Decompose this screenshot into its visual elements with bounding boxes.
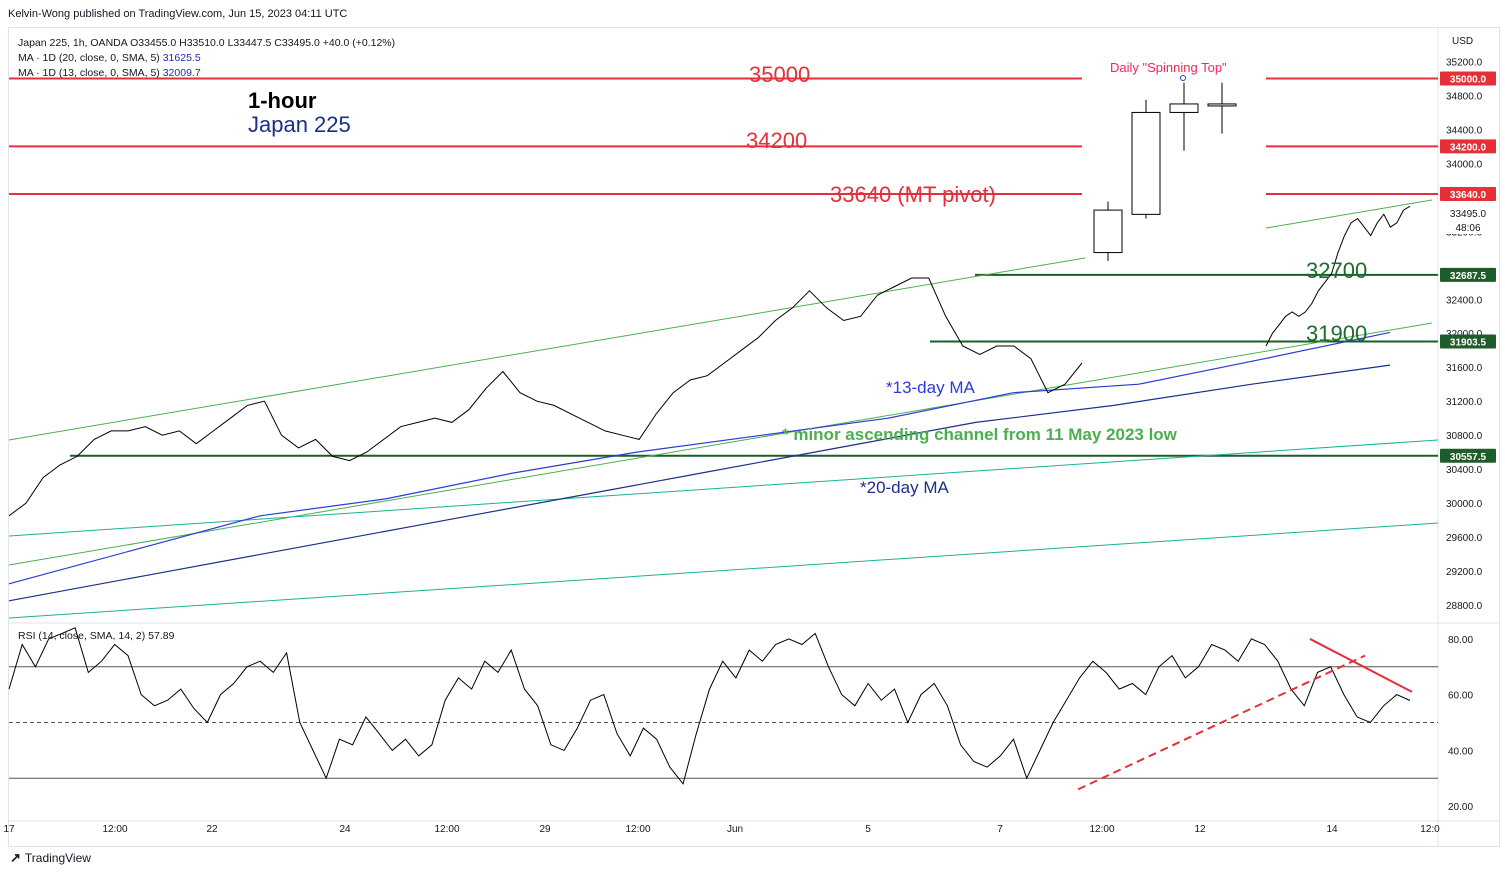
ma13-line — [8, 331, 1391, 585]
long-ma-line — [8, 439, 1439, 537]
level-35000-label: 35000 — [749, 62, 811, 87]
level-34200-label: 34200 — [746, 128, 808, 153]
time-tick-label: 14 — [1326, 824, 1338, 835]
daily-candle-body — [1169, 103, 1199, 113]
symbol-legend[interactable]: Japan 225, 1h, OANDA O33455.0 H33510.0 L… — [18, 36, 395, 50]
rsi-tick-label: 20.00 — [1448, 802, 1473, 813]
rsi-legend-value: 57.89 — [148, 630, 175, 642]
time-tick-label: 12:00 — [102, 824, 127, 835]
price-tick-label: 30800.0 — [1446, 431, 1483, 442]
channel-upper-line — [1265, 199, 1433, 229]
time-tick-label: 7 — [997, 824, 1003, 835]
rsi-tick-label: 80.00 — [1448, 635, 1473, 646]
price-tag-box — [1440, 186, 1496, 201]
ma20-legend-label: MA · 1D (20, close, 0, SMA, 5) — [18, 52, 160, 64]
spinning-top-marker — [1180, 75, 1186, 81]
price-tag-box — [1440, 334, 1496, 349]
price-tick-label: 32400.0 — [1446, 295, 1483, 306]
ma20-legend-value: 31625.5 — [162, 52, 201, 64]
rsi-line — [8, 627, 1411, 785]
timeframe-label: 1-hour — [248, 88, 317, 113]
rsi-legend[interactable]: RSI (14, close, SMA, 14, 2) 57.89 — [18, 629, 174, 643]
time-tick-label: 5 — [865, 824, 871, 835]
currency-label: USD — [1452, 36, 1473, 47]
long-ma-line — [8, 522, 1439, 619]
price-tag-box — [1440, 267, 1496, 282]
rsi-tick-label: 60.00 — [1448, 691, 1473, 702]
price-tag-box — [1440, 448, 1496, 463]
ma13-note: *13-day MA — [886, 378, 975, 397]
channel-note: * minor ascending channel from 11 May 20… — [782, 425, 1177, 444]
tradingview-footer[interactable]: ↗ TradingView — [10, 850, 91, 866]
ma20-note: *20-day MA — [860, 478, 949, 497]
channel-lower-line — [8, 322, 1433, 566]
price-tick-label: 34000.0 — [1446, 159, 1483, 170]
ma13-legend[interactable]: MA · 1D (13, close, 0, SMA, 5) 32009.7 — [18, 66, 201, 80]
ma20-legend[interactable]: MA · 1D (20, close, 0, SMA, 5) 31625.5 — [18, 51, 201, 65]
price-tag-box — [1440, 206, 1496, 220]
spinning-top-label: Daily "Spinning Top" — [1110, 60, 1227, 75]
time-tick-label: 22 — [206, 824, 218, 835]
time-tick-label: 12:0 — [1420, 824, 1440, 835]
instrument-label: Japan 225 — [248, 112, 351, 137]
price-tag-label: 31903.5 — [1450, 337, 1487, 348]
price-tick-label: 30400.0 — [1446, 465, 1483, 476]
rsi-resistance-trendline — [1309, 638, 1413, 693]
time-tick-label: 12 — [1194, 824, 1206, 835]
publisher-credit: Kelvin-Wong published on TradingView.com… — [8, 8, 348, 20]
level-32700-label: 32700 — [1306, 258, 1368, 283]
daily-candle-body — [1207, 103, 1237, 107]
price-tick-label: 29600.0 — [1446, 533, 1483, 544]
time-tick-label: 17 — [3, 824, 15, 835]
time-tick-label: 12:00 — [1089, 824, 1114, 835]
price-tag-label: 35000.0 — [1450, 74, 1487, 85]
price-tick-label: 29200.0 — [1446, 567, 1483, 578]
ma13-legend-value: 32009.7 — [162, 67, 201, 79]
rsi-legend-label: RSI (14, close, SMA, 14, 2) — [18, 630, 146, 642]
price-tag-label: 48:06 — [1455, 223, 1480, 234]
price-line — [8, 277, 1083, 517]
time-tick-label: 12:00 — [625, 824, 650, 835]
price-tick-label: 31200.0 — [1446, 397, 1483, 408]
price-tick-label: 34400.0 — [1446, 125, 1483, 136]
price-tag-label: 30557.5 — [1450, 452, 1487, 463]
ma20-line — [8, 364, 1391, 602]
price-tag-box — [1440, 71, 1496, 86]
price-tick-label: 30000.0 — [1446, 499, 1483, 510]
time-tick-label: Jun — [727, 824, 743, 835]
symbol-line: Japan 225, 1h, OANDA O33455.0 H33510.0 L… — [18, 37, 396, 49]
daily-candle-body — [1093, 209, 1123, 254]
price-tag-label: 32687.5 — [1450, 271, 1487, 282]
daily-candle-body — [1131, 111, 1161, 215]
level-33640-label: 33640 (MT pivot) — [830, 182, 996, 207]
price-tick-label: 34800.0 — [1446, 91, 1483, 102]
level-31900-label: 31900 — [1306, 321, 1368, 346]
price-tag-box — [1440, 220, 1496, 234]
chart-frame — [8, 27, 1500, 847]
price-line — [1265, 205, 1411, 347]
time-tick-label: 12:00 — [434, 824, 459, 835]
time-tick-label: 24 — [339, 824, 351, 835]
price-tick-label: 31600.0 — [1446, 363, 1483, 374]
price-tag-label: 33640.0 — [1450, 190, 1487, 201]
ma13-legend-label: MA · 1D (13, close, 0, SMA, 5) — [18, 67, 160, 79]
price-tag-label: 33495.0 — [1450, 209, 1487, 220]
rsi-tick-label: 40.00 — [1448, 746, 1473, 757]
time-tick-label: 29 — [539, 824, 551, 835]
tradingview-logo-icon: ↗ — [10, 850, 21, 865]
price-tick-label: 28800.0 — [1446, 601, 1483, 612]
channel-upper-line — [8, 257, 1086, 441]
tradingview-brand: TradingView — [24, 851, 91, 865]
price-tick-label: 35200.0 — [1446, 57, 1483, 68]
price-tag-label: 34200.0 — [1450, 142, 1487, 153]
price-tag-box — [1440, 139, 1496, 154]
rsi-support-trendline — [1077, 654, 1366, 791]
